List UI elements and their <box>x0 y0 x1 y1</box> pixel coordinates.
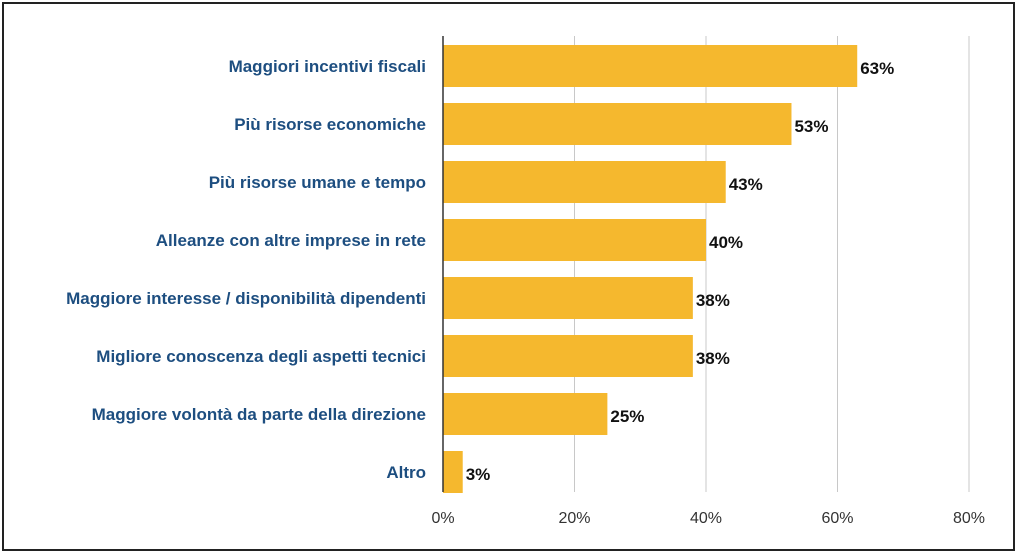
category-label: Maggiori incentivi fiscali <box>229 57 426 76</box>
category-label: Maggiore volontà da parte della direzion… <box>92 405 426 424</box>
value-label: 40% <box>709 233 743 252</box>
bar <box>443 451 463 493</box>
category-label: Più risorse economiche <box>234 115 426 134</box>
bar <box>443 393 608 435</box>
x-tick-label: 40% <box>690 510 722 527</box>
x-tick-label: 80% <box>953 510 985 527</box>
category-label: Più risorse umane e tempo <box>209 173 426 192</box>
bar <box>443 335 693 377</box>
category-labels: Maggiori incentivi fiscali Più risorse ec… <box>66 57 426 482</box>
category-label: Altro <box>386 463 426 482</box>
value-label: 3% <box>466 465 491 484</box>
bar <box>443 219 706 261</box>
x-tick-label: 20% <box>558 510 590 527</box>
bar <box>443 103 792 145</box>
value-label: 63% <box>860 59 894 78</box>
x-tick-labels: 0% 20% 40% 60% 80% <box>431 510 985 527</box>
bar <box>443 161 726 203</box>
x-tick-label: 60% <box>821 510 853 527</box>
value-label: 38% <box>696 291 730 310</box>
value-label: 25% <box>610 407 644 426</box>
value-label: 38% <box>696 349 730 368</box>
value-label: 53% <box>794 117 828 136</box>
value-labels: 63% 53% 43% 40% 38% 38% 25% 3% <box>466 59 895 484</box>
bar <box>443 45 858 87</box>
bars <box>443 45 858 493</box>
value-label: 43% <box>729 175 763 194</box>
category-label: Migliore conoscenza degli aspetti tecnic… <box>96 347 426 366</box>
category-label: Alleanze con altre imprese in rete <box>156 231 426 250</box>
category-label: Maggiore interesse / disponibilità dipen… <box>66 289 426 308</box>
bar <box>443 277 693 319</box>
x-tick-label: 0% <box>431 510 454 527</box>
